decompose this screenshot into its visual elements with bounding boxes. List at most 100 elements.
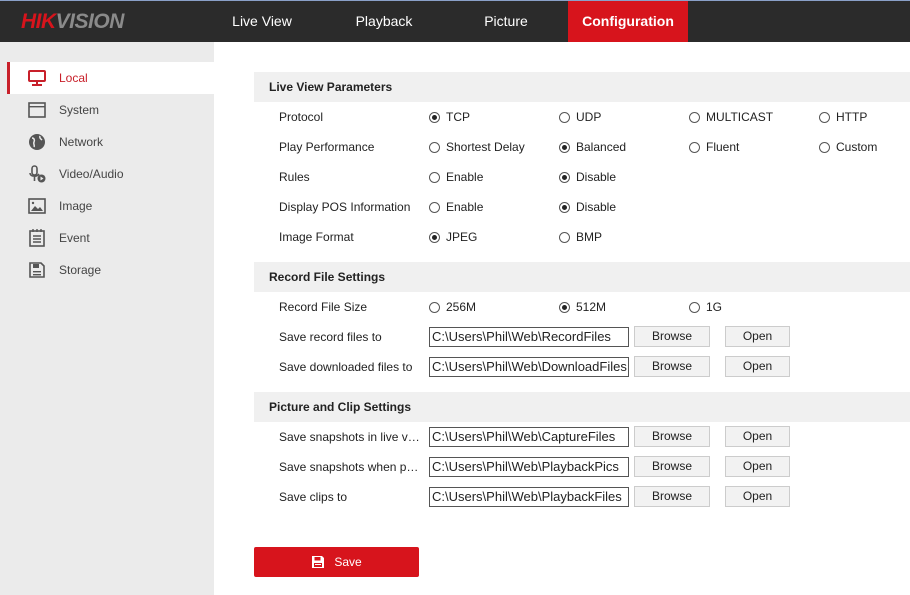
radio-shortest-delay[interactable]: Shortest Delay xyxy=(429,140,525,154)
path-input[interactable]: C:\Users\Phil\Web\CaptureFiles xyxy=(429,427,629,447)
tab-live-view[interactable]: Live View xyxy=(232,13,292,29)
monitor-icon xyxy=(27,69,47,87)
hikvision-logo: HIKVISION xyxy=(21,10,124,33)
open-button[interactable]: Open xyxy=(725,356,790,377)
radio-circle[interactable] xyxy=(559,111,570,123)
section-gap xyxy=(254,252,910,262)
radio-label: MULTICAST xyxy=(706,110,774,124)
radio-label: Fluent xyxy=(706,140,740,154)
radio-circle[interactable] xyxy=(429,111,440,123)
radio-circle[interactable] xyxy=(429,141,440,153)
section-header: Record File Settings xyxy=(254,262,910,292)
radio-custom[interactable]: Custom xyxy=(819,140,877,154)
radio-label: TCP xyxy=(446,110,470,124)
radio-circle[interactable] xyxy=(559,231,570,243)
setting-row: Save record files to C:\Users\Phil\Web\Re… xyxy=(254,322,910,352)
radio-disable[interactable]: Disable xyxy=(559,170,616,184)
radio-jpeg[interactable]: JPEG xyxy=(429,230,477,244)
sidebar-item-event[interactable]: Event xyxy=(7,222,214,254)
image-icon xyxy=(27,197,47,215)
radio-multicast[interactable]: MULTICAST xyxy=(689,110,773,124)
radio-256m[interactable]: 256M xyxy=(429,300,476,314)
path-input[interactable]: C:\Users\Phil\Web\RecordFiles xyxy=(429,327,629,347)
setting-label: Save record files to xyxy=(279,330,382,344)
top-bar: HIKVISION Live View Playback Picture Con… xyxy=(0,0,910,42)
open-button[interactable]: Open xyxy=(725,456,790,477)
radio-label: Enable xyxy=(446,170,484,184)
setting-label: Protocol xyxy=(279,110,324,124)
sidebar-item-system[interactable]: System xyxy=(7,94,214,126)
setting-label: Save snapshots in live view to xyxy=(279,430,421,444)
radio-disable[interactable]: Disable xyxy=(559,200,616,214)
setting-row: Save clips to C:\Users\Phil\Web\PlaybackF… xyxy=(254,482,910,512)
radio-circle[interactable] xyxy=(559,201,570,213)
radio-label: Disable xyxy=(576,200,617,214)
radio-circle[interactable] xyxy=(689,301,700,313)
browse-button[interactable]: Browse xyxy=(634,356,710,377)
radio-tcp[interactable]: TCP xyxy=(429,110,470,124)
setting-label: Rules xyxy=(279,170,310,184)
radio-circle[interactable] xyxy=(429,231,440,243)
section-header: Live View Parameters xyxy=(254,72,910,102)
radio-512m[interactable]: 512M xyxy=(559,300,606,314)
path-input[interactable]: C:\Users\Phil\Web\PlaybackFiles xyxy=(429,487,629,507)
radio-circle[interactable] xyxy=(689,111,700,123)
browse-button[interactable]: Browse xyxy=(634,426,710,447)
setting-label: Save snapshots when playback to xyxy=(279,460,421,474)
sidebar-item-network[interactable]: Network xyxy=(7,126,214,158)
sidebar-item-label: Local xyxy=(59,71,88,85)
sidebar-item-image[interactable]: Image xyxy=(7,190,214,222)
microphone-icon xyxy=(27,165,47,183)
setting-row: Save snapshots when playback to C:\Users\… xyxy=(254,452,910,482)
radio-udp[interactable]: UDP xyxy=(559,110,601,124)
globe-icon xyxy=(27,133,47,151)
radio-label: Shortest Delay xyxy=(446,140,525,154)
radio-circle[interactable] xyxy=(559,301,570,313)
save-button[interactable]: Save xyxy=(254,547,419,577)
sidebar-item-local[interactable]: Local xyxy=(7,62,214,94)
open-button[interactable]: Open xyxy=(725,426,790,447)
local-settings-form: Live View Parameters Protocol TCP UDP MULTIC… xyxy=(254,72,910,512)
tab-playback[interactable]: Playback xyxy=(355,13,413,29)
open-button[interactable]: Open xyxy=(725,326,790,347)
setting-row: Record File Size 256M 512M 1G xyxy=(254,292,910,322)
path-input[interactable]: C:\Users\Phil\Web\PlaybackPics xyxy=(429,457,629,477)
radio-enable[interactable]: Enable xyxy=(429,200,483,214)
setting-label: Save downloaded files to xyxy=(279,360,413,374)
radio-balanced[interactable]: Balanced xyxy=(559,140,626,154)
radio-http[interactable]: HTTP xyxy=(819,110,867,124)
radio-circle[interactable] xyxy=(689,141,700,153)
setting-row: Display POS Information Enable Disable xyxy=(254,192,910,222)
radio-enable[interactable]: Enable xyxy=(429,170,483,184)
tab-picture[interactable]: Picture xyxy=(484,13,528,29)
radio-label: 1G xyxy=(706,300,723,314)
setting-row: Protocol TCP UDP MULTICAST HTTP xyxy=(254,102,910,132)
radio-label: 512M xyxy=(576,300,607,314)
browse-button[interactable]: Browse xyxy=(634,326,710,347)
radio-1g[interactable]: 1G xyxy=(689,300,722,314)
radio-circle[interactable] xyxy=(819,141,830,153)
sidebar-item-storage[interactable]: Storage xyxy=(7,254,214,286)
radio-circle[interactable] xyxy=(559,141,570,153)
radio-label: BMP xyxy=(576,230,603,244)
setting-label: Save clips to xyxy=(279,490,348,504)
setting-row: Save downloaded files to C:\Users\Phil\We… xyxy=(254,352,910,382)
browse-button[interactable]: Browse xyxy=(634,486,710,507)
radio-circle[interactable] xyxy=(429,301,440,313)
radio-label: Disable xyxy=(576,170,617,184)
path-input[interactable]: C:\Users\Phil\Web\DownloadFiles xyxy=(429,357,629,377)
radio-bmp[interactable]: BMP xyxy=(559,230,602,244)
radio-label: Balanced xyxy=(576,140,627,154)
browse-button[interactable]: Browse xyxy=(634,456,710,477)
radio-circle[interactable] xyxy=(429,171,440,183)
sidebar-item-label: System xyxy=(59,103,100,117)
tab-configuration[interactable]: Configuration xyxy=(568,1,688,42)
radio-fluent[interactable]: Fluent xyxy=(689,140,739,154)
sidebar-item-label: Image xyxy=(59,199,93,213)
open-button[interactable]: Open xyxy=(725,486,790,507)
sidebar-item-video-audio[interactable]: Video/Audio xyxy=(7,158,214,190)
radio-circle[interactable] xyxy=(559,171,570,183)
radio-label: 256M xyxy=(446,300,477,314)
radio-circle[interactable] xyxy=(429,201,440,213)
radio-circle[interactable] xyxy=(819,111,830,123)
